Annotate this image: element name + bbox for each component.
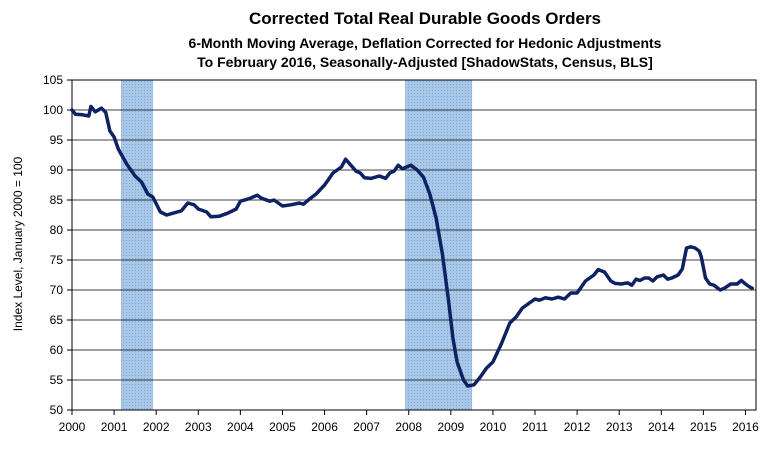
chart-title: Corrected Total Real Durable Goods Order… (249, 9, 601, 28)
x-tick-label-2002: 2002 (143, 420, 170, 434)
y-axis-label: Index Level, January 2000 = 100 (11, 156, 25, 331)
series-line-1 (70, 104, 754, 388)
series-layer (70, 104, 754, 388)
y-tick-label-105: 105 (43, 73, 63, 87)
y-tick-label-60: 60 (50, 343, 64, 357)
x-tick-label-2001: 2001 (101, 420, 128, 434)
y-tick-label-65: 65 (50, 313, 64, 327)
y-tick-label-95: 95 (50, 133, 64, 147)
chart-subtitle-2: To February 2016, Seasonally-Adjusted [S… (197, 54, 653, 70)
y-tick-label-70: 70 (50, 283, 64, 297)
y-tick-label-75: 75 (50, 253, 64, 267)
x-tick-label-2013: 2013 (606, 420, 633, 434)
x-tick-label-2007: 2007 (353, 420, 380, 434)
x-tick-label-2003: 2003 (185, 420, 212, 434)
chart-subtitle-1: 6-Month Moving Average, Deflation Correc… (189, 35, 662, 51)
x-tick-label-2014: 2014 (648, 420, 675, 434)
plot-frame (71, 79, 757, 411)
gridlines (72, 109, 756, 381)
recession-band-2 (405, 79, 473, 411)
y-axis-ticks: 50 55 60 65 70 75 80 85 90 95 100 105 (43, 73, 72, 417)
recession-bands (120, 79, 473, 411)
y-tick-label-90: 90 (50, 163, 64, 177)
y-tick-label-55: 55 (50, 373, 64, 387)
x-tick-label-2004: 2004 (227, 420, 254, 434)
plot-area: 2000 2001 2002 2003 2004 2005 2006 2007 2008 2009… (43, 73, 759, 434)
x-tick-label-2012: 2012 (564, 420, 591, 434)
recession-band-1 (120, 79, 154, 411)
x-tick-label-2000: 2000 (59, 420, 86, 434)
y-tick-label-85: 85 (50, 193, 64, 207)
x-tick-label-2015: 2015 (690, 420, 717, 434)
x-tick-label-2011: 2011 (522, 420, 548, 434)
y-tick-label-80: 80 (50, 223, 64, 237)
x-tick-label-2005: 2005 (269, 420, 296, 434)
x-axis-ticks: 2000 2001 2002 2003 2004 2005 2006 2007 2008 2009… (59, 410, 759, 434)
x-tick-label-2009: 2009 (437, 420, 464, 434)
x-tick-label-2008: 2008 (395, 420, 422, 434)
x-tick-label-2010: 2010 (480, 420, 507, 434)
x-tick-label-2016: 2016 (732, 420, 759, 434)
y-tick-label-100: 100 (43, 103, 63, 117)
y-tick-label-50: 50 (50, 403, 64, 417)
x-tick-label-2006: 2006 (311, 420, 338, 434)
